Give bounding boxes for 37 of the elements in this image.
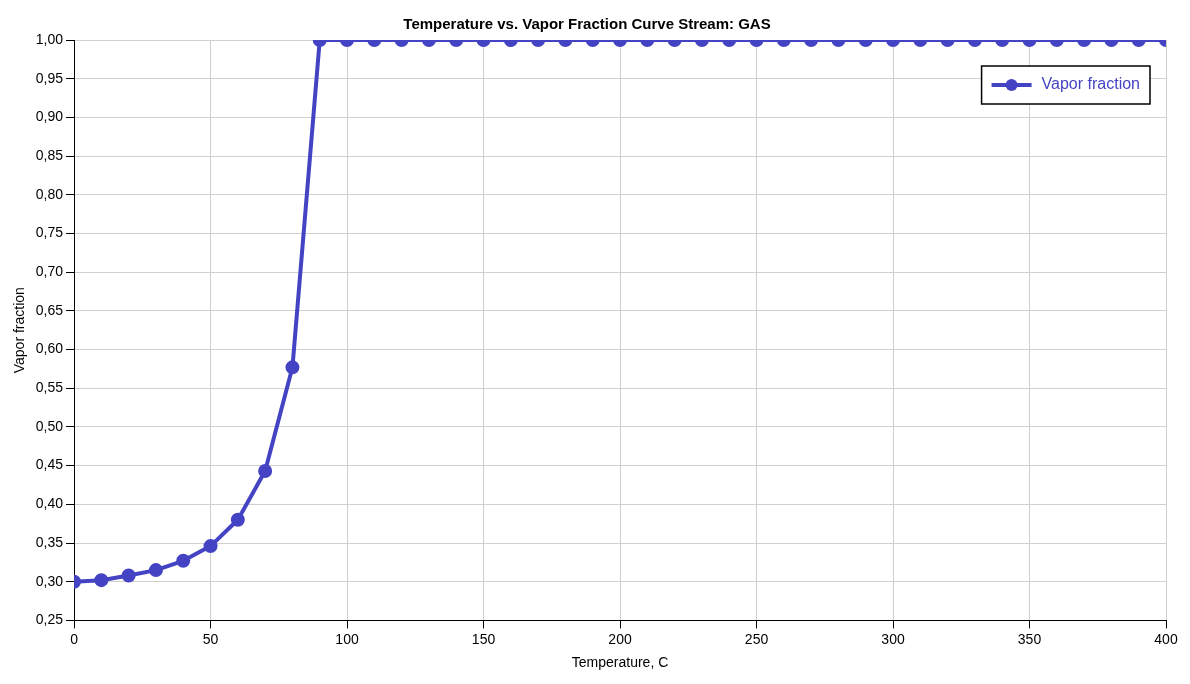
y-tick-label: 0,90 <box>35 108 64 125</box>
y-tick-label: 0,25 <box>35 611 64 628</box>
y-tick-label: 0,45 <box>35 456 64 473</box>
point <box>94 573 109 588</box>
y-tick-label: 0,70 <box>35 263 64 280</box>
x-tick-label: 300 <box>881 630 905 647</box>
x-tick-label: 50 <box>202 630 219 647</box>
x-tick-label: 150 <box>471 630 496 647</box>
y-tick-label: 0,65 <box>35 301 64 318</box>
y-tick-label: 0,35 <box>35 533 64 550</box>
y-tick-label: 0,55 <box>35 379 64 396</box>
point <box>176 553 191 568</box>
point <box>148 563 163 578</box>
point <box>121 568 136 583</box>
point <box>203 539 218 554</box>
chart-title: Temperature vs. Vapor Fraction Curve Stream: GAS <box>403 15 771 33</box>
y-tick-label: 0,50 <box>35 417 64 434</box>
y-axis-title: Vapor fraction <box>11 287 28 374</box>
y-tick-label: 0,75 <box>35 224 64 241</box>
y-tick-label: 0,30 <box>35 572 64 589</box>
point <box>285 360 300 375</box>
point <box>230 512 245 527</box>
x-tick-label: 200 <box>608 630 632 647</box>
y-tick-label: 1,00 <box>35 30 64 47</box>
y-tick-label: 0,80 <box>35 185 64 202</box>
x-tick-label: 100 <box>335 630 359 647</box>
y-tick-label: 0,85 <box>35 146 64 163</box>
x-tick-label: 400 <box>1154 630 1178 647</box>
y-tick-label: 0,60 <box>35 340 64 357</box>
point <box>258 464 273 479</box>
x-axis-title: Temperature, C <box>571 654 669 671</box>
x-tick-label: 350 <box>1017 630 1042 647</box>
y-tick-label: 0,95 <box>35 69 64 86</box>
x-tick-label: 0 <box>70 630 79 647</box>
x-tick-label: 250 <box>744 630 769 647</box>
legend-label: Vapor fraction <box>1041 75 1140 93</box>
y-tick-label: 0,40 <box>35 495 64 512</box>
